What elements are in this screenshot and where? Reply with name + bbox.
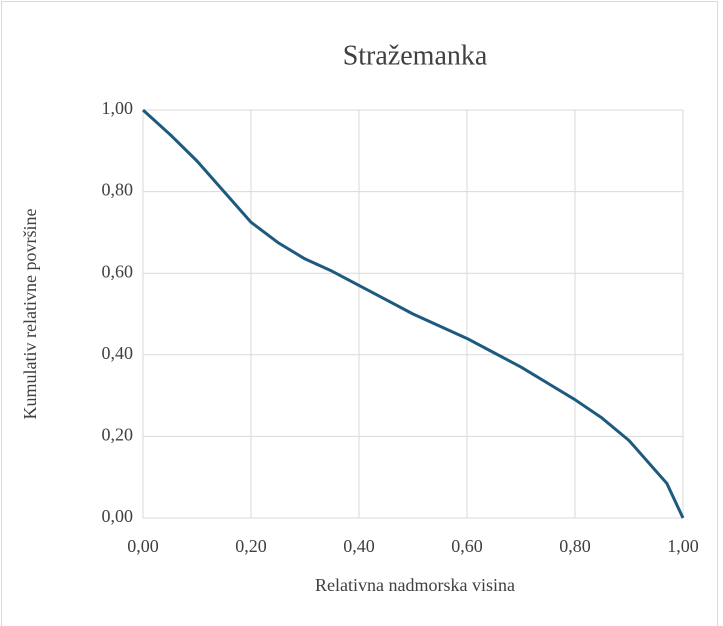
- y-tick-label: 1,00: [102, 98, 134, 118]
- y-tick-label: 0,20: [102, 425, 134, 445]
- y-tick-label: 0,80: [102, 180, 134, 200]
- y-axis-title: Kumulativ relativne površine: [20, 209, 40, 420]
- chart-title: Stražemanka: [343, 40, 488, 71]
- x-tick-label: 0,80: [559, 536, 591, 556]
- y-tick-label: 0,40: [102, 343, 134, 363]
- y-tick-label: 0,00: [102, 506, 134, 526]
- x-tick-label: 0,60: [451, 536, 483, 556]
- x-tick-label: 0,20: [235, 536, 267, 556]
- x-tick-label: 0,40: [343, 536, 375, 556]
- x-tick-label: 1,00: [667, 536, 699, 556]
- data-line: [141, 108, 685, 519]
- y-tick-label: 0,60: [102, 261, 134, 281]
- x-tick-label: 0,00: [127, 536, 159, 556]
- x-axis-title: Relativna nadmorska visina: [315, 575, 515, 595]
